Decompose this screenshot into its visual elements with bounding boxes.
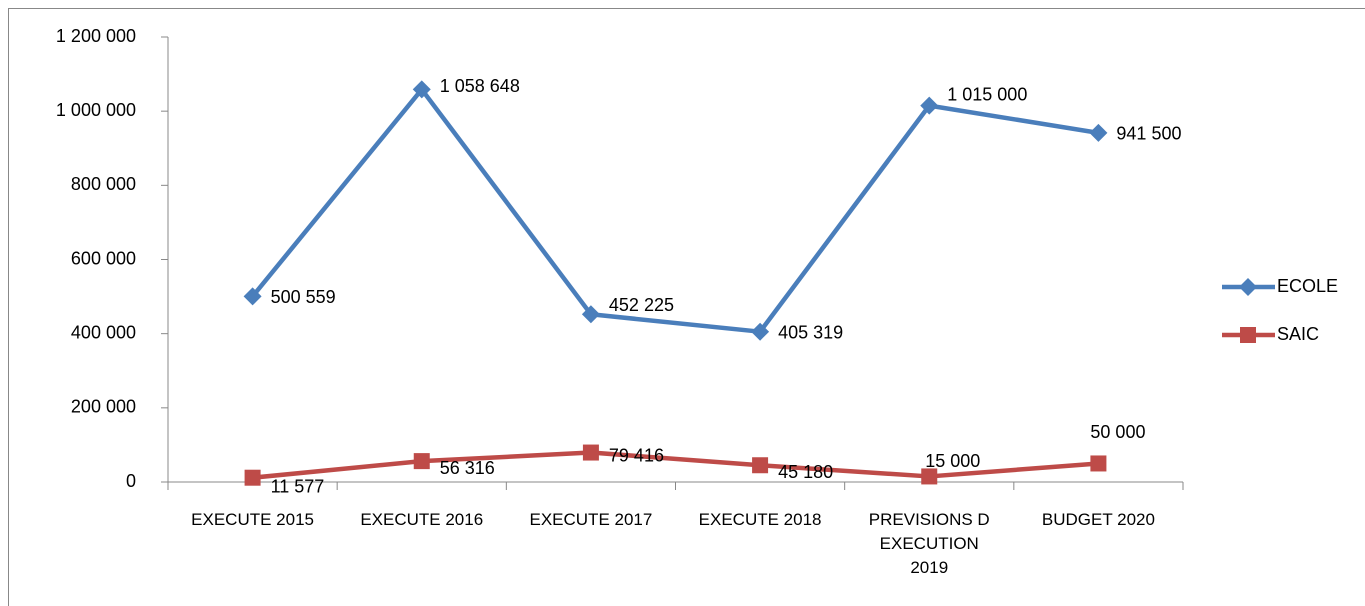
data-point (1090, 455, 1107, 472)
data-point (243, 287, 262, 306)
legend-marker (1240, 327, 1256, 343)
data-label: 11 577 (271, 476, 325, 496)
y-tick-label: 0 (126, 471, 136, 491)
data-label: 452 225 (609, 295, 674, 315)
chart-frame (8, 8, 1365, 606)
series-line (250, 87, 1099, 334)
data-label: 15 000 (925, 451, 980, 471)
data-label: 405 319 (778, 322, 843, 342)
data-label: 941 500 (1116, 124, 1181, 144)
data-label: 79 416 (609, 445, 664, 465)
x-tick-label: EXECUTE 2015 (191, 510, 314, 529)
data-point (752, 457, 769, 474)
legend-label: ECOLE (1277, 276, 1338, 296)
y-tick-label: 1 200 000 (56, 26, 136, 46)
data-point (751, 322, 770, 341)
y-tick-label: 400 000 (71, 322, 136, 342)
x-tick-label: EXECUTE 2017 (529, 510, 653, 529)
data-point (920, 96, 939, 115)
y-tick-label: 200 000 (71, 397, 136, 417)
x-tick-label: PREVISIONS D EXECUTION 2019 (868, 510, 990, 577)
data-point (1089, 123, 1108, 142)
y-tick-label: 800 000 (71, 174, 136, 194)
data-point (581, 305, 600, 324)
legend-label: SAIC (1277, 324, 1319, 344)
y-tick-label: 600 000 (71, 248, 136, 268)
x-tick-label: BUDGET 2020 (1041, 510, 1155, 529)
data-point (582, 444, 599, 461)
y-tick-label: 1 000 000 (56, 100, 136, 120)
series-line (252, 450, 1099, 480)
x-tick-label: EXECUTE 2016 (360, 510, 484, 529)
data-label: 1 058 648 (440, 76, 520, 96)
data-point (244, 469, 261, 486)
x-tick-label: EXECUTE 2018 (698, 510, 822, 529)
data-label: 1 015 000 (947, 84, 1027, 104)
data-label: 56 316 (440, 458, 495, 478)
data-point (413, 453, 430, 470)
data-label: 50 000 (1090, 422, 1145, 442)
data-label: 45 180 (778, 462, 833, 482)
legend-marker (1239, 278, 1257, 296)
data-label: 500 559 (271, 287, 336, 307)
data-point (921, 468, 938, 485)
data-point (412, 80, 431, 99)
